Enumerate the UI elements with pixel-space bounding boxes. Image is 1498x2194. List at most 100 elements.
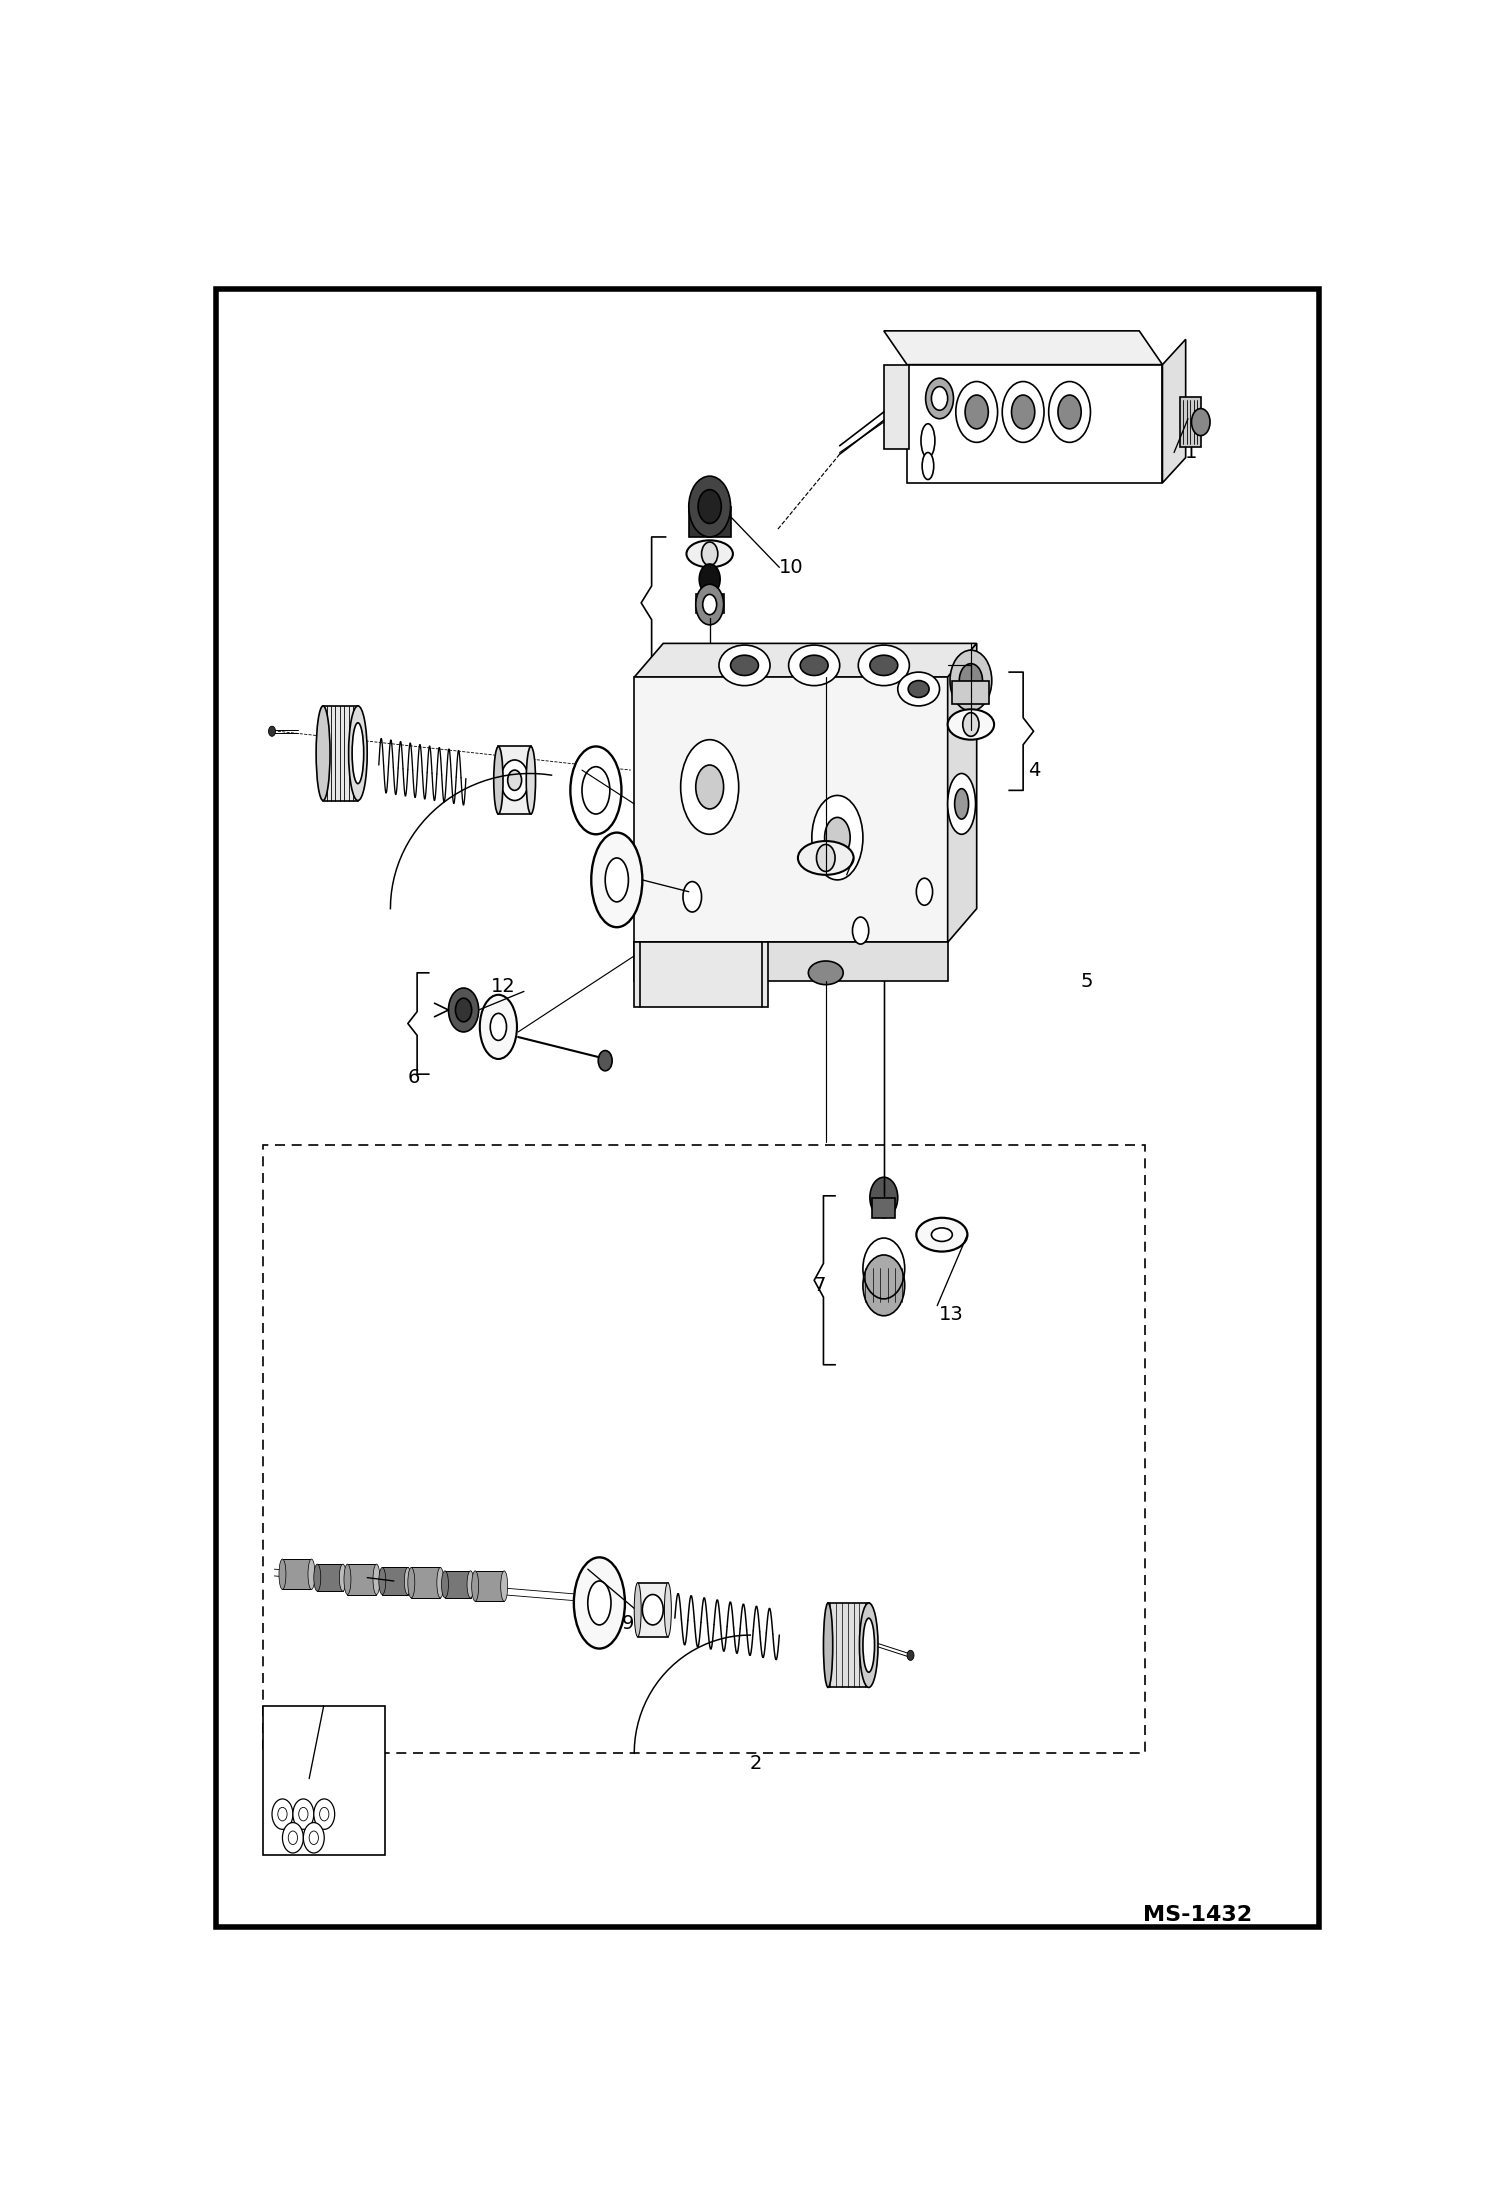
- Polygon shape: [695, 595, 724, 612]
- Ellipse shape: [948, 709, 995, 739]
- Ellipse shape: [373, 1564, 380, 1595]
- Polygon shape: [499, 746, 530, 814]
- Circle shape: [500, 759, 529, 801]
- Polygon shape: [953, 680, 990, 704]
- Ellipse shape: [313, 1564, 321, 1591]
- Circle shape: [273, 1799, 294, 1830]
- Text: 14: 14: [297, 1753, 322, 1771]
- Circle shape: [303, 1823, 324, 1854]
- Circle shape: [1191, 408, 1210, 437]
- Polygon shape: [445, 1571, 470, 1597]
- Text: 9: 9: [668, 882, 682, 902]
- Polygon shape: [634, 943, 948, 981]
- Polygon shape: [948, 643, 977, 943]
- Ellipse shape: [279, 1560, 286, 1588]
- Circle shape: [283, 1823, 303, 1854]
- Circle shape: [319, 1808, 330, 1821]
- Text: 7: 7: [813, 1277, 827, 1294]
- Ellipse shape: [858, 645, 909, 685]
- Polygon shape: [634, 678, 948, 943]
- Circle shape: [701, 542, 718, 566]
- Ellipse shape: [897, 671, 939, 706]
- Ellipse shape: [863, 1619, 875, 1672]
- Circle shape: [598, 1051, 613, 1071]
- Polygon shape: [689, 507, 731, 538]
- Ellipse shape: [479, 994, 517, 1060]
- Ellipse shape: [592, 832, 643, 928]
- Ellipse shape: [824, 1604, 833, 1687]
- Circle shape: [1011, 395, 1035, 428]
- Text: 6: 6: [407, 1068, 419, 1086]
- Circle shape: [965, 395, 989, 428]
- Circle shape: [963, 713, 980, 737]
- Ellipse shape: [860, 1604, 878, 1687]
- Circle shape: [816, 845, 834, 871]
- Polygon shape: [634, 643, 977, 678]
- Circle shape: [703, 595, 716, 614]
- Circle shape: [700, 564, 721, 595]
- Ellipse shape: [800, 656, 828, 676]
- Circle shape: [959, 663, 983, 698]
- Ellipse shape: [352, 722, 364, 783]
- Text: 2: 2: [750, 1753, 762, 1773]
- Polygon shape: [634, 943, 767, 1007]
- Text: 13: 13: [939, 1305, 963, 1323]
- Text: 2: 2: [512, 794, 524, 814]
- Bar: [1180, 397, 1201, 448]
- Ellipse shape: [490, 1014, 506, 1040]
- Polygon shape: [1162, 340, 1185, 483]
- Ellipse shape: [494, 746, 503, 814]
- Ellipse shape: [581, 766, 610, 814]
- Polygon shape: [318, 1564, 343, 1591]
- Ellipse shape: [680, 739, 739, 834]
- Text: SEAL KIT: SEAL KIT: [301, 1729, 346, 1738]
- Ellipse shape: [798, 840, 854, 875]
- Ellipse shape: [467, 1571, 473, 1597]
- Ellipse shape: [634, 1582, 641, 1637]
- Ellipse shape: [442, 1571, 448, 1597]
- Circle shape: [1049, 382, 1091, 443]
- Circle shape: [508, 770, 521, 790]
- Text: 10: 10: [779, 557, 803, 577]
- Circle shape: [643, 1595, 664, 1626]
- Circle shape: [926, 377, 954, 419]
- Ellipse shape: [605, 858, 629, 902]
- Circle shape: [277, 1808, 288, 1821]
- Circle shape: [455, 998, 472, 1022]
- Circle shape: [1002, 382, 1044, 443]
- Text: 1: 1: [1185, 443, 1198, 463]
- Ellipse shape: [923, 452, 933, 480]
- Ellipse shape: [921, 423, 935, 459]
- Ellipse shape: [500, 1571, 508, 1602]
- Ellipse shape: [948, 774, 975, 834]
- Ellipse shape: [437, 1567, 443, 1597]
- Ellipse shape: [309, 1560, 315, 1588]
- Text: 9: 9: [622, 1615, 635, 1632]
- Ellipse shape: [665, 1582, 671, 1637]
- Ellipse shape: [812, 796, 863, 880]
- Circle shape: [448, 987, 479, 1031]
- Ellipse shape: [574, 1558, 625, 1648]
- Circle shape: [1058, 395, 1082, 428]
- Ellipse shape: [683, 882, 701, 913]
- Polygon shape: [884, 331, 1162, 364]
- Ellipse shape: [695, 766, 724, 810]
- Ellipse shape: [954, 788, 969, 818]
- Text: MS-1432: MS-1432: [1143, 1907, 1252, 1926]
- Ellipse shape: [908, 680, 929, 698]
- Circle shape: [932, 386, 948, 410]
- Ellipse shape: [917, 878, 933, 906]
- Polygon shape: [872, 1198, 896, 1218]
- Ellipse shape: [788, 645, 840, 685]
- Circle shape: [870, 1178, 897, 1218]
- Polygon shape: [638, 1582, 668, 1637]
- Polygon shape: [475, 1571, 505, 1602]
- Circle shape: [309, 1832, 319, 1845]
- Ellipse shape: [526, 746, 536, 814]
- Ellipse shape: [316, 706, 330, 801]
- Circle shape: [906, 1650, 914, 1661]
- Text: 11: 11: [846, 864, 870, 884]
- Ellipse shape: [587, 1582, 611, 1626]
- Circle shape: [950, 649, 992, 711]
- Text: 5: 5: [1080, 972, 1094, 992]
